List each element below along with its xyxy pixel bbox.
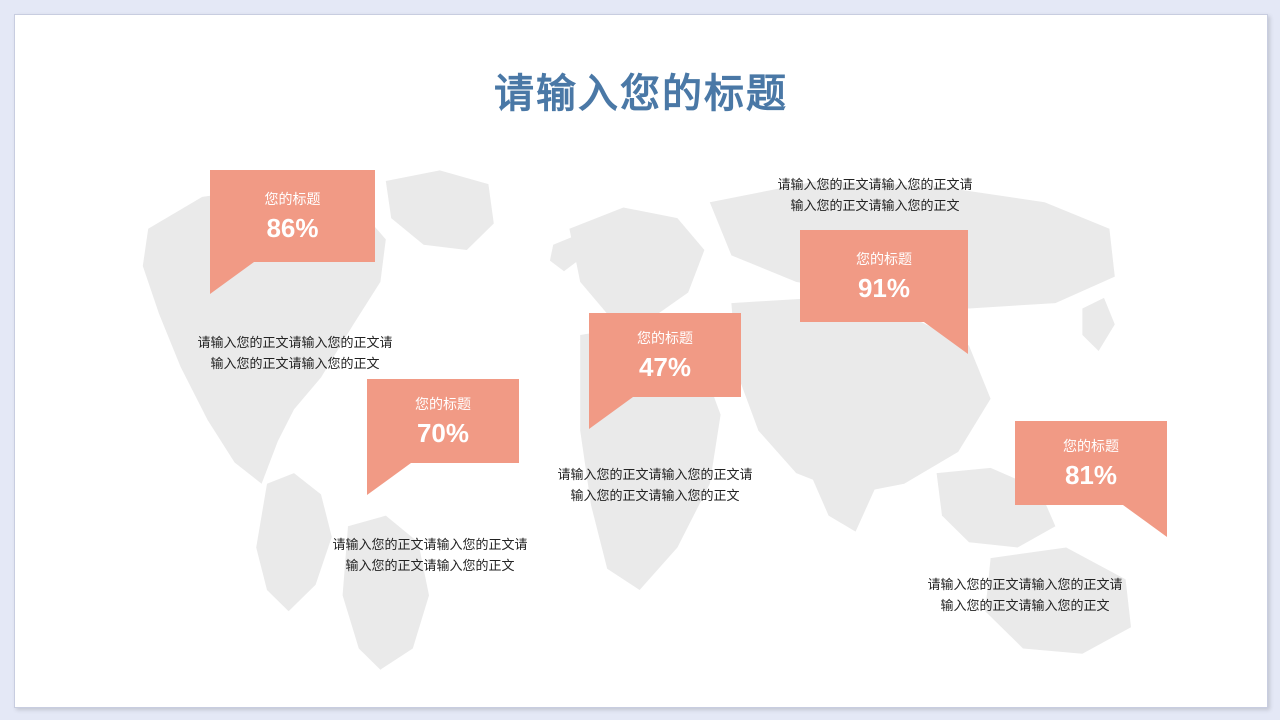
callout-c1: 您的标题 86%	[210, 170, 375, 262]
slide-title: 请输入您的标题	[15, 61, 1267, 119]
callout-tail-icon	[589, 397, 633, 429]
callout-value: 70%	[367, 418, 519, 449]
callout-box: 您的标题 47%	[589, 313, 741, 397]
callout-label: 您的标题	[367, 394, 519, 414]
callout-note: 请输入您的正文请输入您的正文请输入您的正文请输入您的正文	[885, 575, 1165, 617]
callout-label: 您的标题	[1015, 436, 1167, 456]
callout-note: 请输入您的正文请输入您的正文请输入您的正文请输入您的正文	[735, 175, 1015, 217]
callout-c2: 您的标题 70%	[367, 379, 519, 463]
callout-value: 91%	[800, 273, 968, 304]
callout-label: 您的标题	[589, 328, 741, 348]
callout-value: 47%	[589, 352, 741, 383]
callout-box: 您的标题 81%	[1015, 421, 1167, 505]
slide-canvas: 请输入您的标题	[14, 14, 1268, 708]
callout-note: 请输入您的正文请输入您的正文请输入您的正文请输入您的正文	[515, 465, 795, 507]
callout-note: 请输入您的正文请输入您的正文请输入您的正文请输入您的正文	[155, 333, 435, 375]
callout-box: 您的标题 91%	[800, 230, 968, 322]
callout-tail-icon	[210, 262, 254, 294]
callout-tail-icon	[924, 322, 968, 354]
callout-value: 81%	[1015, 460, 1167, 491]
callout-note: 请输入您的正文请输入您的正文请输入您的正文请输入您的正文	[290, 535, 570, 577]
callout-label: 您的标题	[800, 249, 968, 269]
callout-label: 您的标题	[210, 189, 375, 209]
callout-value: 86%	[210, 213, 375, 244]
callout-box: 您的标题 86%	[210, 170, 375, 262]
callout-c4: 您的标题 91%	[800, 230, 968, 322]
callout-tail-icon	[367, 463, 411, 495]
callout-box: 您的标题 70%	[367, 379, 519, 463]
callout-c3: 您的标题 47%	[589, 313, 741, 397]
callout-c5: 您的标题 81%	[1015, 421, 1167, 505]
callout-tail-icon	[1123, 505, 1167, 537]
